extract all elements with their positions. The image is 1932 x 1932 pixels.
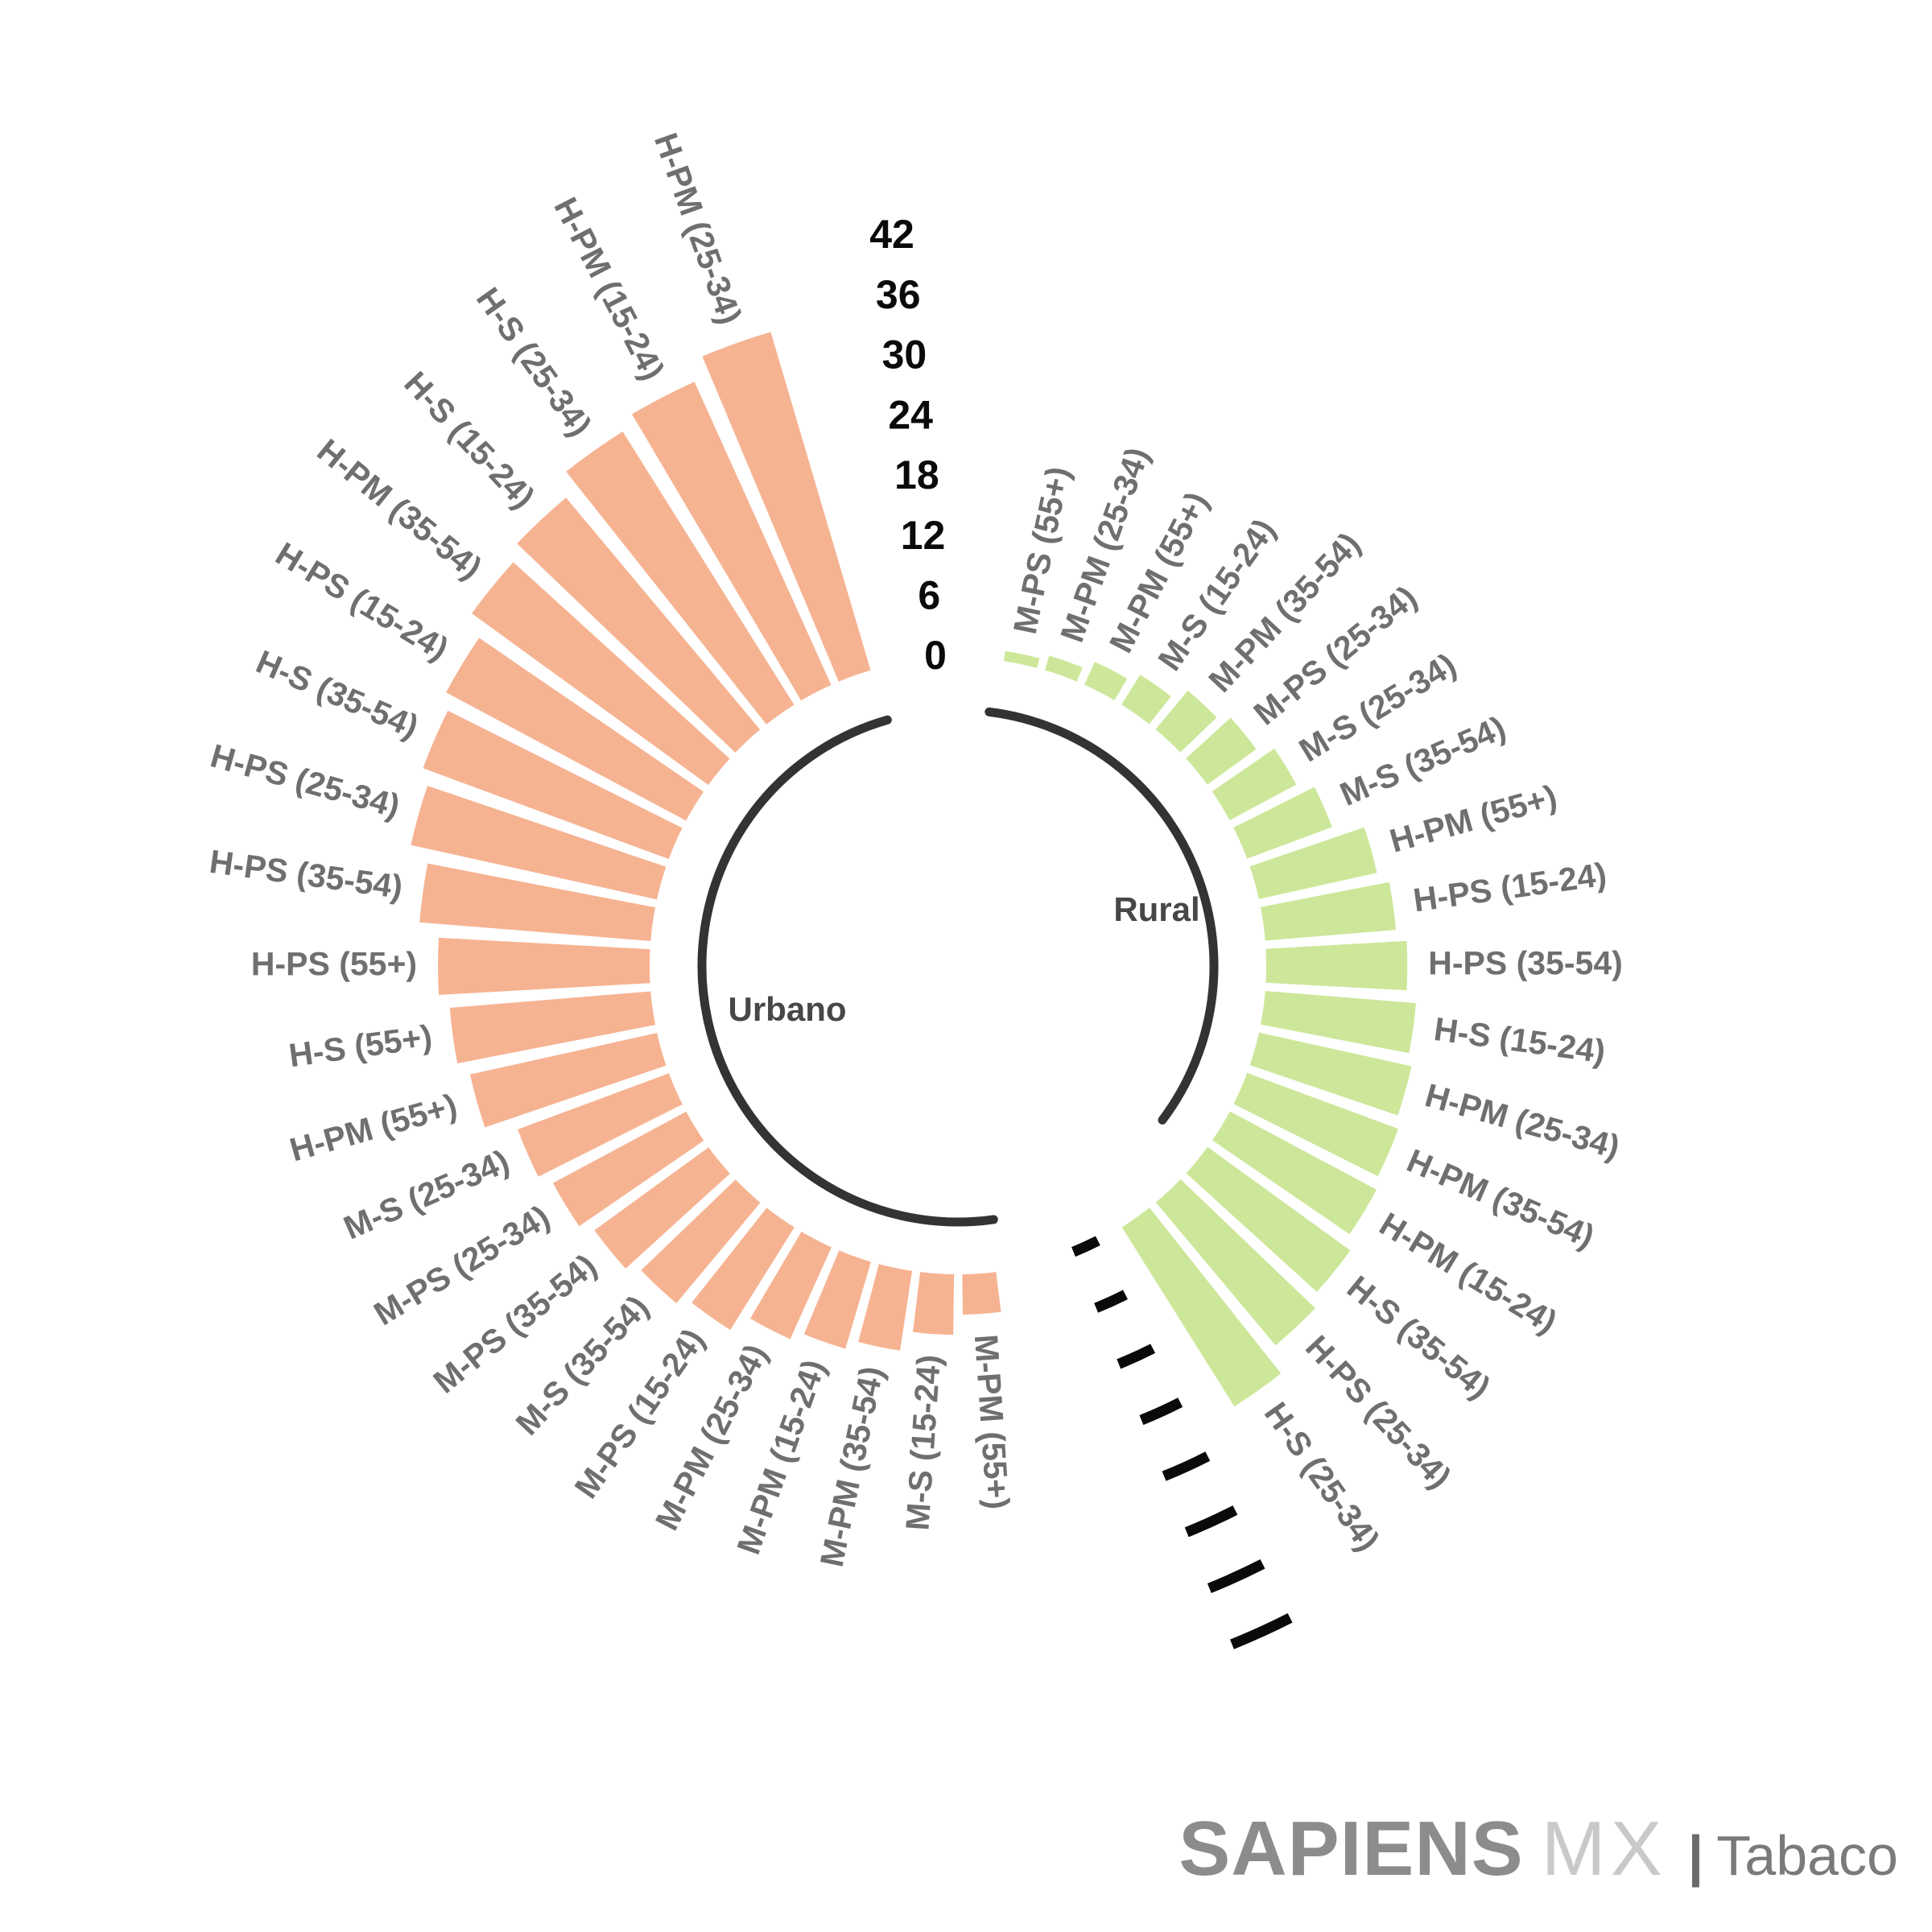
bar-label-urbano-h-pm-15-24: H-PM (15-24) [547, 192, 671, 386]
bar-urbano-m-pm-55 [962, 1272, 1001, 1315]
brand-product: Tabaco [1716, 1824, 1898, 1887]
bar-urbano-m-s-35-54 [641, 1179, 761, 1303]
radial-axis-label-42: 42 [869, 212, 914, 257]
bar-rural-h-ps-35-54 [1265, 940, 1408, 991]
bar-urbano-m-pm-25-34 [750, 1231, 832, 1340]
group-label-urbano: Urbano [729, 990, 847, 1028]
bar-rural-m-pm-25-34 [1044, 655, 1083, 682]
bar-urbano-h-pm-15-24 [632, 382, 832, 701]
radial-axis-label-18: 18 [894, 452, 939, 497]
bar-label-urbano-h-s-35-54: H-S (35-54) [251, 643, 424, 745]
radial-axis-tick-36 [1207, 1559, 1265, 1594]
bar-label-rural-h-pm-55: H-PM (55+) [1385, 778, 1561, 860]
bar-urbano-m-ps-25-34 [552, 1111, 704, 1227]
bar-label-urbano-h-s-55: H-S (55+) [287, 1018, 434, 1074]
bar-rural-m-s-35-54 [1233, 786, 1332, 859]
radial-axis-tick-30 [1184, 1505, 1238, 1538]
bar-urbano-h-s-35-54 [423, 710, 683, 860]
radial-axis-tick-12 [1117, 1344, 1156, 1369]
bar-label-urbano-h-pm-25-34: H-PM (25-34) [647, 128, 749, 328]
bar-label-urbano-h-ps-35-54: H-PS (35-54) [208, 843, 406, 906]
bar-urbano-h-s-55 [449, 991, 656, 1063]
bar-label-urbano-h-s-15-24: H-S (15-24) [397, 365, 542, 516]
bar-rural-h-pm-55 [1249, 827, 1377, 899]
bar-rural-h-s-35-54 [1186, 1146, 1351, 1292]
bar-urbano-m-s-15-24 [912, 1272, 955, 1335]
brand-name: SAPIENS [1179, 1806, 1524, 1892]
bar-rural-m-pm-55 [1084, 662, 1128, 701]
bar-urbano-h-pm-25-34 [702, 332, 871, 682]
radial-axis-label-24: 24 [888, 392, 933, 437]
bar-label-urbano-m-pm-35-54: M-PM (35-54) [813, 1363, 890, 1570]
bar-urbano-h-ps-35-54 [419, 863, 655, 942]
bar-urbano-m-pm-35-54 [858, 1264, 913, 1351]
bar-rural-m-ps-55 [1003, 650, 1040, 668]
brand-separator-bar: | [1687, 1824, 1704, 1887]
bar-label-urbano-h-ps-25-34: H-PS (25-34) [207, 737, 404, 824]
rural-baseline-arc [985, 707, 1219, 1125]
brand-footer: SAPIENS MX | Tabaco [1179, 1805, 1898, 1893]
bar-rural-m-s-15-24 [1121, 675, 1171, 724]
bar-rural-h-ps-15-24 [1260, 881, 1396, 941]
bar-urbano-h-ps-55 [438, 937, 650, 995]
group-label-rural: Rural [1113, 890, 1199, 928]
bar-rural-h-pm-25-34 [1249, 1032, 1412, 1116]
bar-label-rural-h-s-15-24: H-S (15-24) [1432, 1010, 1608, 1071]
bar-rural-m-s-25-34 [1212, 748, 1297, 821]
bar-label-urbano-h-pm-55: H-PM (55+) [286, 1087, 461, 1169]
radial-axis-label-0: 0 [924, 633, 947, 678]
bar-rural-h-s-25-34 [1121, 1208, 1282, 1407]
urbano-baseline-arc [697, 715, 998, 1227]
bar-urbano-m-ps-15-24 [691, 1208, 795, 1331]
bar-label-rural-h-ps-35-54: H-PS (35-54) [1428, 944, 1623, 981]
radial-axis-tick-24 [1162, 1451, 1211, 1481]
bar-urbano-h-pm-55 [469, 1033, 667, 1128]
bar-label-rural-h-pm-25-34: H-PM (25-34) [1421, 1076, 1624, 1166]
radial-axis-tick-0 [1071, 1236, 1100, 1257]
bar-urbano-m-pm-15-24 [803, 1250, 871, 1349]
bar-urbano-h-ps-25-34 [411, 786, 667, 900]
bar-rural-m-pm-35-54 [1155, 690, 1217, 753]
bar-urbano-h-ps-15-24 [446, 638, 704, 821]
radial-axis-tick-18 [1139, 1397, 1183, 1426]
bar-urbano-m-s-25-34 [518, 1073, 683, 1177]
radial-axis-tick-6 [1094, 1290, 1128, 1313]
bar-label-urbano-m-pm-55: M-PM (55+) [968, 1333, 1017, 1510]
radial-axis-tick-42 [1230, 1612, 1293, 1649]
bar-rural-h-pm-15-24 [1212, 1111, 1377, 1235]
radial-axis-label-36: 36 [876, 272, 921, 317]
brand-region: MX [1541, 1806, 1667, 1892]
bar-rural-h-s-15-24 [1261, 990, 1416, 1054]
bar-rural-h-ps-25-34 [1155, 1179, 1315, 1346]
bar-urbano-h-s-25-34 [566, 431, 795, 724]
bar-urbano-h-pm-35-54 [471, 562, 730, 786]
bar-rural-h-pm-35-54 [1233, 1072, 1399, 1177]
bar-label-urbano-h-ps-55: H-PS (55+) [251, 945, 417, 982]
radial-axis-label-6: 6 [918, 572, 940, 617]
bar-rural-m-ps-25-34 [1186, 717, 1257, 785]
radial-axis-label-12: 12 [901, 513, 946, 558]
bar-label-urbano-h-s-25-34: H-S (25-34) [469, 281, 599, 443]
bar-urbano-h-s-15-24 [517, 497, 761, 753]
bar-label-urbano-m-s-15-24: M-S (15-24) [898, 1353, 947, 1531]
radial-axis-label-30: 30 [882, 332, 927, 378]
bar-label-rural-h-ps-15-24: H-PS (15-24) [1411, 856, 1609, 919]
bar-urbano-m-ps-35-54 [594, 1147, 730, 1269]
